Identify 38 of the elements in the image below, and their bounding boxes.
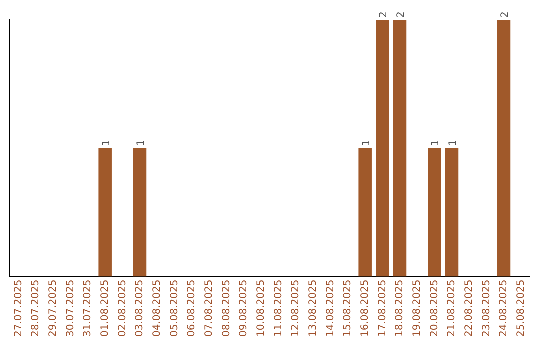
- x-tick-label: 18.08.2025: [394, 280, 406, 338]
- x-tick-label: 29.07.2025: [48, 280, 59, 338]
- x-tick-label: 12.08.2025: [290, 280, 302, 338]
- x-tick-label: 30.07.2025: [65, 280, 76, 338]
- x-tick-label: 25.08.2025: [516, 280, 527, 338]
- x-tick-label: 20.08.2025: [429, 280, 440, 338]
- data-label: 1: [361, 140, 372, 146]
- data-label: 2: [500, 12, 511, 18]
- x-tick-label: 05.08.2025: [169, 280, 180, 338]
- data-label: 1: [136, 140, 147, 146]
- x-tick-label: 11.08.2025: [273, 280, 284, 338]
- x-tick-label: 19.08.2025: [412, 280, 423, 338]
- x-tick-label: 28.07.2025: [30, 280, 42, 338]
- x-tick-label: 31.07.2025: [82, 280, 94, 338]
- data-label: 1: [430, 140, 442, 146]
- x-tick-label: 14.08.2025: [325, 280, 336, 338]
- x-tick-label: 09.08.2025: [238, 280, 250, 338]
- x-tick-label: 24.08.2025: [498, 280, 510, 338]
- x-tick-label: 06.08.2025: [186, 280, 198, 338]
- x-tick-label: 17.08.2025: [377, 280, 388, 338]
- x-tick-label: 15.08.2025: [342, 280, 354, 338]
- x-tick-label: 04.08.2025: [152, 280, 163, 338]
- x-tick-label: 22.08.2025: [464, 280, 475, 338]
- data-label: 2: [396, 12, 407, 18]
- x-tick-label: 01.08.2025: [100, 280, 111, 338]
- x-tick-label: 03.08.2025: [134, 280, 146, 338]
- data-label: 1: [448, 140, 459, 146]
- data-label: 1: [101, 140, 112, 146]
- data-label: 2: [378, 12, 390, 18]
- x-tick-label: 27.07.2025: [13, 280, 24, 338]
- x-tick-label: 16.08.2025: [360, 280, 371, 338]
- x-tick-label: 02.08.2025: [117, 280, 128, 338]
- x-tick-label: 23.08.2025: [481, 280, 492, 338]
- x-tick-label: 21.08.2025: [446, 280, 458, 338]
- x-tick-label: 10.08.2025: [256, 280, 267, 338]
- x-tick-label: 08.08.2025: [221, 280, 232, 338]
- x-tick-label: 07.08.2025: [204, 280, 215, 338]
- x-tick-label: 13.08.2025: [308, 280, 319, 338]
